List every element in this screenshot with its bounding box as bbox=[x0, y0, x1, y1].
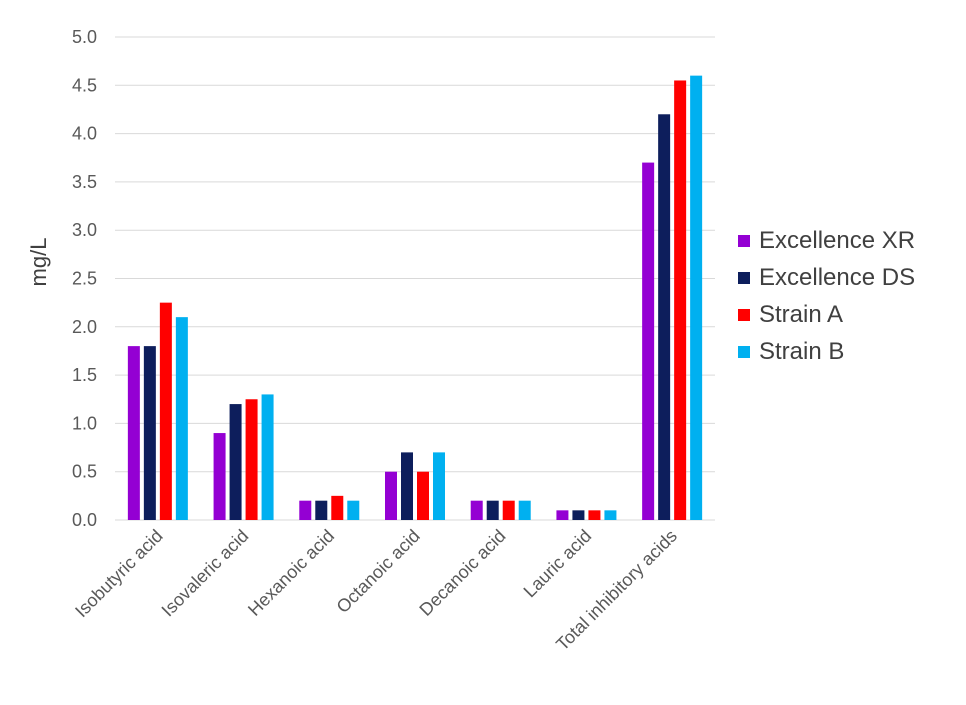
bar-excellence-ds-isovaleric-acid bbox=[229, 404, 242, 520]
y-tick-label: 0.5 bbox=[72, 462, 97, 482]
legend-item-excellence-ds: Excellence DS bbox=[738, 259, 915, 296]
bar-excellence-xr-total-inhibitory-acids bbox=[642, 162, 655, 520]
bar-strain-b-octanoic-acid bbox=[433, 452, 445, 520]
legend-label-excellence-xr: Excellence XR bbox=[759, 226, 916, 254]
legend: Excellence XR Excellence DS Strain A Str… bbox=[738, 222, 915, 370]
legend-swatch-excellence-ds bbox=[738, 271, 750, 284]
bar-strain-a-decanoic-acid bbox=[502, 500, 515, 520]
legend-swatch-excellence-xr bbox=[738, 234, 750, 247]
y-tick-label: 2.5 bbox=[72, 269, 97, 289]
x-tick-label-decanoic-acid: Decanoic acid bbox=[415, 526, 509, 620]
bar-excellence-xr-decanoic-acid bbox=[470, 500, 483, 520]
bar-strain-b-lauric-acid bbox=[604, 510, 617, 520]
bar-excellence-ds-total-inhibitory-acids bbox=[658, 114, 671, 520]
y-tick-label: 1.0 bbox=[72, 413, 97, 433]
bar-excellence-xr-hexanoic-acid bbox=[299, 500, 312, 520]
y-tick-label: 3.5 bbox=[72, 172, 97, 192]
x-tick-label-isobutyric-acid: Isobutyric acid bbox=[71, 526, 167, 622]
bar-excellence-xr-lauric-acid bbox=[556, 510, 569, 520]
bar-strain-a-total-inhibitory-acids bbox=[674, 80, 687, 520]
bar-strain-b-isobutyric-acid bbox=[175, 317, 188, 520]
legend-item-excellence-xr: Excellence XR bbox=[738, 222, 915, 259]
legend-item-strain-b: Strain B bbox=[738, 333, 915, 370]
y-tick-label: 3.0 bbox=[72, 220, 97, 240]
bar-excellence-ds-lauric-acid bbox=[572, 510, 585, 520]
bars bbox=[127, 75, 703, 520]
bar-excellence-ds-hexanoic-acid bbox=[315, 500, 328, 520]
bar-excellence-ds-isobutyric-acid bbox=[143, 346, 156, 520]
legend-swatch-strain-b bbox=[738, 345, 750, 358]
y-axis-ticks: 0.0 0.5 1.0 1.5 2.0 2.5 3.0 3.5 4.0 4.5 5.0 bbox=[72, 27, 97, 530]
x-tick-label-isovaleric-acid: Isovaleric acid bbox=[158, 526, 253, 621]
y-axis-title: mg/L bbox=[26, 238, 51, 287]
bar-excellence-xr-isovaleric-acid bbox=[213, 433, 226, 520]
gridlines bbox=[115, 36, 715, 521]
y-tick-label: 4.0 bbox=[72, 124, 97, 144]
bar-excellence-ds-octanoic-acid bbox=[401, 452, 413, 520]
bar-strain-b-hexanoic-acid bbox=[347, 500, 360, 520]
bar-strain-a-lauric-acid bbox=[588, 510, 601, 520]
y-tick-label: 1.5 bbox=[72, 365, 97, 385]
legend-item-strain-a: Strain A bbox=[738, 296, 915, 333]
bar-excellence-ds-decanoic-acid bbox=[486, 500, 499, 520]
y-tick-label: 5.0 bbox=[72, 27, 97, 47]
legend-swatch-strain-a bbox=[738, 308, 750, 321]
x-tick-label-lauric-acid: Lauric acid bbox=[520, 526, 596, 602]
legend-label-excellence-ds: Excellence DS bbox=[759, 263, 916, 291]
bar-excellence-xr-octanoic-acid bbox=[385, 471, 397, 520]
bar-excellence-xr-isobutyric-acid bbox=[127, 346, 140, 520]
legend-label-strain-a: Strain A bbox=[759, 300, 844, 328]
y-tick-label: 2.0 bbox=[72, 317, 97, 337]
bar-strain-b-isovaleric-acid bbox=[261, 394, 274, 520]
x-tick-label-hexanoic-acid: Hexanoic acid bbox=[244, 526, 338, 620]
bar-strain-a-isobutyric-acid bbox=[159, 302, 172, 520]
bar-strain-a-octanoic-acid bbox=[417, 471, 429, 520]
y-tick-label: 4.5 bbox=[72, 75, 97, 95]
legend-label-strain-b: Strain B bbox=[759, 337, 845, 365]
y-tick-label: 0.0 bbox=[72, 510, 97, 530]
x-tick-label-octanoic-acid: Octanoic acid bbox=[333, 526, 424, 617]
bar-strain-b-decanoic-acid bbox=[518, 500, 531, 520]
bar-strain-b-total-inhibitory-acids bbox=[690, 75, 703, 520]
bar-strain-a-isovaleric-acid bbox=[245, 399, 258, 520]
bar-strain-a-hexanoic-acid bbox=[331, 495, 344, 520]
